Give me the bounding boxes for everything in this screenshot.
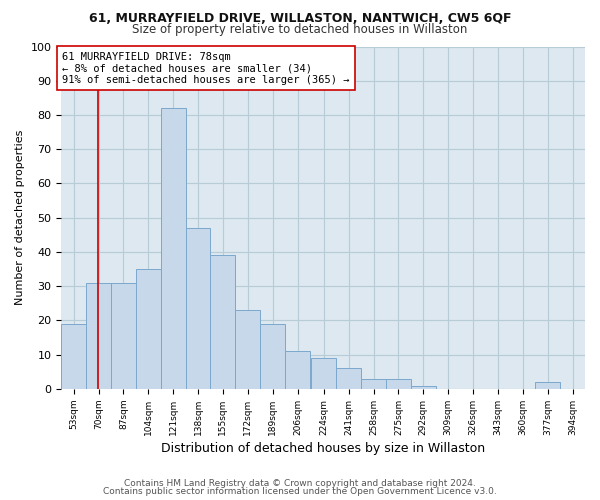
Bar [211,256,235,389]
Bar [285,352,310,389]
Bar [86,283,111,389]
Bar [260,324,285,389]
Text: Contains public sector information licensed under the Open Government Licence v3: Contains public sector information licen… [103,487,497,496]
Text: Contains HM Land Registry data © Crown copyright and database right 2024.: Contains HM Land Registry data © Crown c… [124,478,476,488]
Bar [535,382,560,389]
Bar [235,310,260,389]
Y-axis label: Number of detached properties: Number of detached properties [15,130,25,306]
Bar [111,283,136,389]
Bar [411,386,436,389]
Bar [161,108,185,389]
Text: Size of property relative to detached houses in Willaston: Size of property relative to detached ho… [133,24,467,36]
X-axis label: Distribution of detached houses by size in Willaston: Distribution of detached houses by size … [161,442,485,455]
Bar [136,269,161,389]
Bar [311,358,337,389]
Bar [337,368,361,389]
Text: 61 MURRAYFIELD DRIVE: 78sqm
← 8% of detached houses are smaller (34)
91% of semi: 61 MURRAYFIELD DRIVE: 78sqm ← 8% of deta… [62,52,350,85]
Bar [386,378,411,389]
Bar [61,324,86,389]
Bar [185,228,211,389]
Bar [361,378,386,389]
Text: 61, MURRAYFIELD DRIVE, WILLASTON, NANTWICH, CW5 6QF: 61, MURRAYFIELD DRIVE, WILLASTON, NANTWI… [89,12,511,26]
